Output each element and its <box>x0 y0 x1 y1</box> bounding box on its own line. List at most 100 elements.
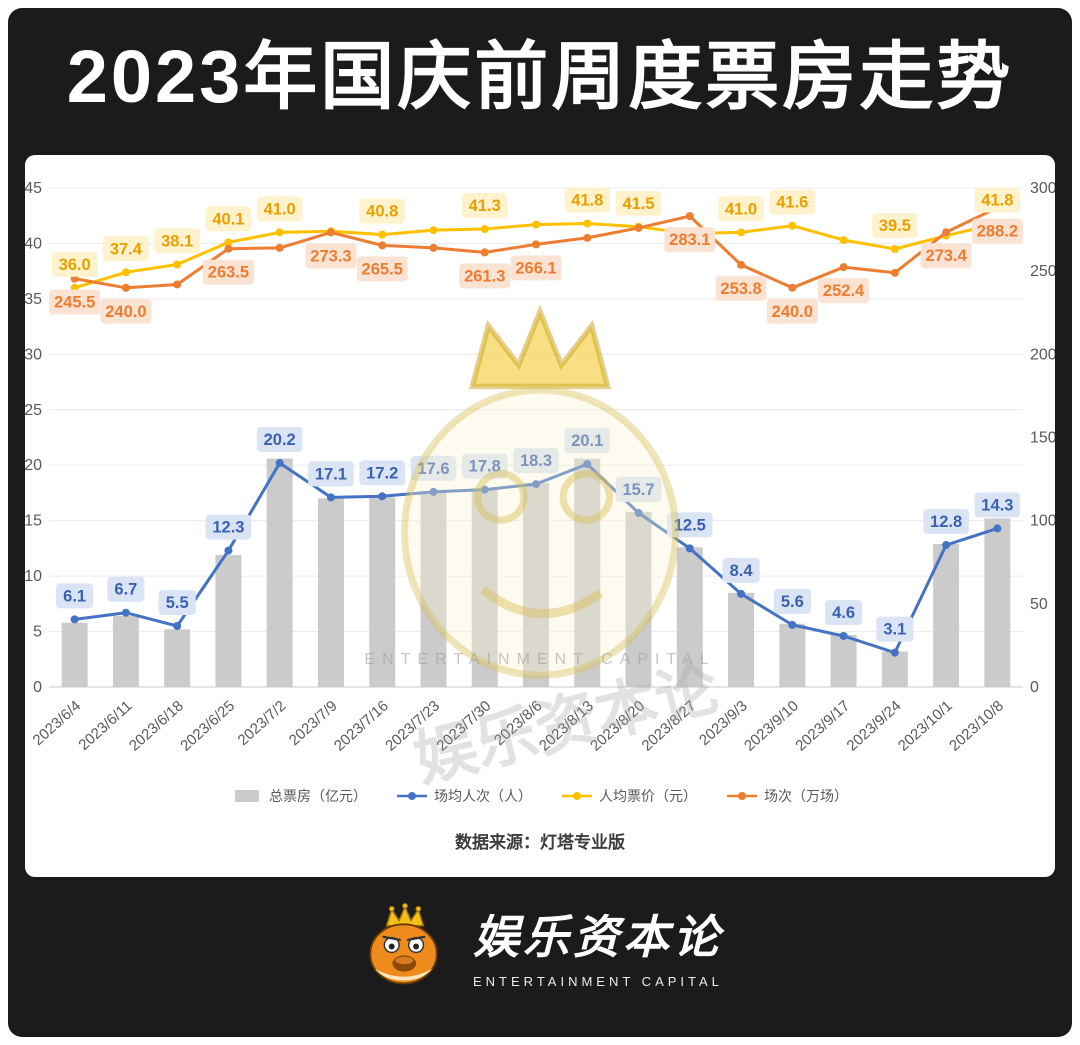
svg-text:265.5: 265.5 <box>362 260 403 278</box>
svg-text:263.5: 263.5 <box>208 264 249 282</box>
labels-avg-attendance: 6.1 6.7 5.5 12.3 20.2 17.1 17.2 17.6 17.8 18.3 20.… <box>56 427 1021 642</box>
svg-text:253.8: 253.8 <box>720 280 761 298</box>
svg-text:41.0: 41.0 <box>725 200 757 218</box>
legend-swatch-avg-ticket-price <box>562 792 592 801</box>
svg-text:0: 0 <box>1030 679 1039 696</box>
chart-legend: 总票房（亿元） 场均人次（人） 人均票价（元） 场次（万场） <box>25 786 1055 806</box>
svg-text:40.1: 40.1 <box>212 210 244 228</box>
svg-text:15: 15 <box>25 513 42 530</box>
data-source-text: 数据来源：灯塔专业版 <box>455 833 625 853</box>
svg-text:2023/7/2: 2023/7/2 <box>235 697 290 749</box>
svg-text:41.0: 41.0 <box>264 200 296 218</box>
svg-text:17.8: 17.8 <box>469 458 501 476</box>
svg-text:3.1: 3.1 <box>883 621 906 639</box>
legend-label-avg-attendance: 场均人次（人） <box>434 788 532 805</box>
svg-text:41.3: 41.3 <box>469 197 501 215</box>
svg-text:273.3: 273.3 <box>310 248 351 266</box>
svg-text:40.8: 40.8 <box>366 203 398 221</box>
svg-text:50: 50 <box>1030 596 1048 613</box>
svg-text:2023/7/16: 2023/7/16 <box>331 697 392 754</box>
svg-text:17.1: 17.1 <box>315 465 347 483</box>
svg-text:2023/6/11: 2023/6/11 <box>75 697 135 754</box>
legend-label-avg-ticket-price: 人均票价（元） <box>599 788 697 805</box>
legend-swatch-total-boxoffice <box>235 790 259 803</box>
svg-text:20.2: 20.2 <box>264 431 296 449</box>
svg-text:2023/6/18: 2023/6/18 <box>126 697 187 754</box>
svg-text:266.1: 266.1 <box>515 259 556 277</box>
svg-text:2023/7/30: 2023/7/30 <box>433 697 494 754</box>
svg-text:35: 35 <box>25 291 42 308</box>
svg-text:2023/8/20: 2023/8/20 <box>587 697 648 754</box>
svg-text:41.6: 41.6 <box>776 194 808 212</box>
svg-text:5.5: 5.5 <box>166 594 189 612</box>
svg-text:2023/10/1: 2023/10/1 <box>895 697 956 754</box>
legend-swatch-sessions <box>727 792 757 801</box>
svg-text:18.3: 18.3 <box>520 452 552 470</box>
line-avg-attendance <box>70 459 1002 657</box>
labels-sessions: 245.5 240.0 263.5 273.3 265.5 261.3 266.1 283.1… <box>49 218 1023 324</box>
svg-text:4.6: 4.6 <box>832 604 855 622</box>
svg-text:20.1: 20.1 <box>571 432 603 450</box>
svg-text:10: 10 <box>25 568 42 585</box>
svg-text:8.4: 8.4 <box>730 562 754 580</box>
legend-label-sessions: 场次（万场） <box>764 788 848 805</box>
svg-text:6.7: 6.7 <box>114 581 137 599</box>
svg-text:17.6: 17.6 <box>417 460 449 478</box>
svg-text:39.5: 39.5 <box>879 217 911 235</box>
svg-text:2023/6/25: 2023/6/25 <box>177 697 238 754</box>
svg-text:45: 45 <box>25 180 42 197</box>
labels-avg-ticket-price: 36.0 37.4 38.1 40.1 41.0 40.8 41.3 41.8 41.5 41.0… <box>51 187 1021 277</box>
svg-text:15.7: 15.7 <box>622 481 654 499</box>
svg-text:25: 25 <box>25 402 42 419</box>
svg-text:20: 20 <box>25 457 42 474</box>
svg-text:5: 5 <box>33 624 42 641</box>
svg-text:252.4: 252.4 <box>823 282 865 300</box>
legend-swatch-avg-attendance <box>397 792 427 801</box>
chart-title: 2023年国庆前周度票房走势 <box>66 35 1014 118</box>
svg-text:2023/9/24: 2023/9/24 <box>844 697 905 754</box>
svg-text:41.5: 41.5 <box>622 195 654 213</box>
legend-item-total-boxoffice: 总票房（亿元） <box>232 786 367 806</box>
svg-text:36.0: 36.0 <box>59 256 91 274</box>
svg-text:0: 0 <box>33 679 42 696</box>
svg-text:250: 250 <box>1030 263 1055 280</box>
bars-total-boxoffice <box>61 458 1011 688</box>
svg-text:12.3: 12.3 <box>212 519 244 537</box>
svg-text:2023/8/27: 2023/8/27 <box>638 697 699 754</box>
svg-text:6.1: 6.1 <box>63 587 86 605</box>
chart-card: 0 5 10 15 20 25 30 35 40 45 0 50 100 150 200 250 300 2023… <box>25 155 1055 878</box>
svg-text:288.2: 288.2 <box>977 223 1018 241</box>
svg-text:300: 300 <box>1030 180 1055 197</box>
chart-plot: 0 5 10 15 20 25 30 35 40 45 0 50 100 150 200 250 300 2023… <box>25 180 1055 755</box>
svg-text:38.1: 38.1 <box>161 233 193 251</box>
x-axis-labels: 2023/6/42023/6/112023/6/182023/6/252023/… <box>30 697 1008 754</box>
svg-text:150: 150 <box>1030 430 1055 447</box>
svg-text:41.8: 41.8 <box>981 192 1013 210</box>
svg-text:2023/8/13: 2023/8/13 <box>536 697 597 754</box>
svg-text:40: 40 <box>25 236 42 253</box>
legend-item-sessions: 场次（万场） <box>727 786 848 806</box>
svg-text:30: 30 <box>25 346 42 363</box>
svg-text:5.6: 5.6 <box>781 593 804 611</box>
line-sessions <box>70 203 1002 292</box>
svg-text:12.5: 12.5 <box>674 516 706 534</box>
svg-text:100: 100 <box>1030 513 1055 530</box>
mascot-icon <box>369 903 438 985</box>
legend-label-total-boxoffice: 总票房（亿元） <box>269 788 367 805</box>
brand-text: 娱乐资本论 ENTERTAINMENT CAPITAL <box>473 901 723 989</box>
svg-text:2023/10/8: 2023/10/8 <box>946 697 1007 754</box>
y-axis-left: 0 5 10 15 20 25 30 35 40 45 <box>25 180 42 696</box>
svg-text:41.8: 41.8 <box>571 192 603 210</box>
svg-text:283.1: 283.1 <box>669 231 710 249</box>
svg-text:2023/9/10: 2023/9/10 <box>741 697 802 754</box>
infographic-panel: 2023年国庆前周度票房走势 0 5 10 15 20 25 30 35 40 45 0 50 100 1… <box>8 8 1072 1037</box>
svg-text:2023/7/23: 2023/7/23 <box>382 697 443 754</box>
svg-text:14.3: 14.3 <box>981 497 1013 515</box>
brand-subtitle: ENTERTAINMENT CAPITAL <box>473 974 723 990</box>
legend-item-avg-ticket-price: 人均票价（元） <box>562 786 697 806</box>
svg-text:273.4: 273.4 <box>925 247 967 265</box>
brand-name: 娱乐资本论 <box>473 912 723 964</box>
svg-text:245.5: 245.5 <box>54 294 95 312</box>
svg-text:12.8: 12.8 <box>930 513 962 531</box>
svg-text:240.0: 240.0 <box>772 303 813 321</box>
